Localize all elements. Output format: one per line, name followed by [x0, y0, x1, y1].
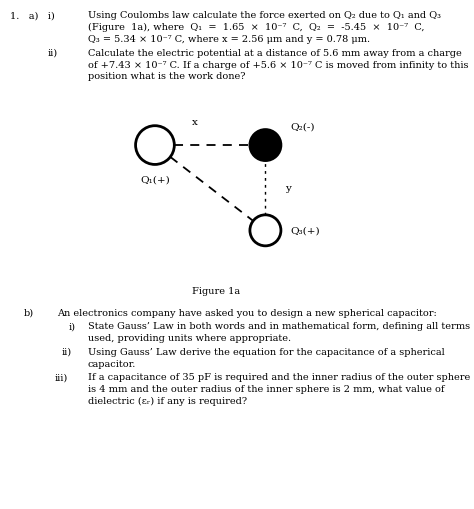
Text: is 4 mm and the outer radius of the inner sphere is 2 mm, what value of: is 4 mm and the outer radius of the inne…: [88, 384, 444, 393]
Text: of +7.43 × 10⁻⁷ C. If a charge of +5.6 × 10⁻⁷ C is moved from infinity to this: of +7.43 × 10⁻⁷ C. If a charge of +5.6 ×…: [88, 61, 468, 70]
Text: 1.   a)   i): 1. a) i): [10, 11, 55, 20]
Text: Calculate the electric potential at a distance of 5.6 mm away from a charge: Calculate the electric potential at a di…: [88, 49, 462, 58]
Text: Q₃(+): Q₃(+): [291, 227, 320, 235]
Text: Figure 1a: Figure 1a: [191, 287, 240, 296]
Text: (Figure  1a), where  Q₁  =  1.65  ×  10⁻⁷  C,  Q₂  =  -5.45  ×  10⁻⁷  C,: (Figure 1a), where Q₁ = 1.65 × 10⁻⁷ C, Q…: [88, 23, 424, 32]
Text: Q₃ = 5.34 × 10⁻⁷ C, where x = 2.56 μm and y = 0.78 μm.: Q₃ = 5.34 × 10⁻⁷ C, where x = 2.56 μm an…: [88, 35, 370, 44]
Circle shape: [250, 130, 281, 161]
Text: Q₂(-): Q₂(-): [291, 122, 315, 131]
Text: ii): ii): [47, 49, 57, 58]
Text: ii): ii): [62, 347, 72, 356]
Text: x: x: [192, 118, 198, 127]
Text: iii): iii): [55, 373, 68, 382]
Text: capacitor.: capacitor.: [88, 359, 136, 368]
Text: If a capacitance of 35 pF is required and the inner radius of the outer sphere: If a capacitance of 35 pF is required an…: [88, 373, 470, 382]
Text: An electronics company have asked you to design a new spherical capacitor:: An electronics company have asked you to…: [57, 308, 437, 317]
Text: Using Coulombs law calculate the force exerted on Q₂ due to Q₁ and Q₃: Using Coulombs law calculate the force e…: [88, 11, 441, 20]
Text: position what is the work done?: position what is the work done?: [88, 72, 245, 81]
Text: dielectric (εᵣ) if any is required?: dielectric (εᵣ) if any is required?: [88, 396, 247, 405]
Text: i): i): [69, 322, 76, 331]
Text: used, providing units where appropriate.: used, providing units where appropriate.: [88, 333, 291, 343]
Text: Q₁(+): Q₁(+): [140, 175, 170, 184]
Text: Using Gauss’ Law derive the equation for the capacitance of a spherical: Using Gauss’ Law derive the equation for…: [88, 347, 445, 356]
Text: State Gauss’ Law in both words and in mathematical form, defining all terms: State Gauss’ Law in both words and in ma…: [88, 322, 470, 331]
Text: y: y: [285, 184, 291, 193]
Text: b): b): [24, 308, 34, 317]
